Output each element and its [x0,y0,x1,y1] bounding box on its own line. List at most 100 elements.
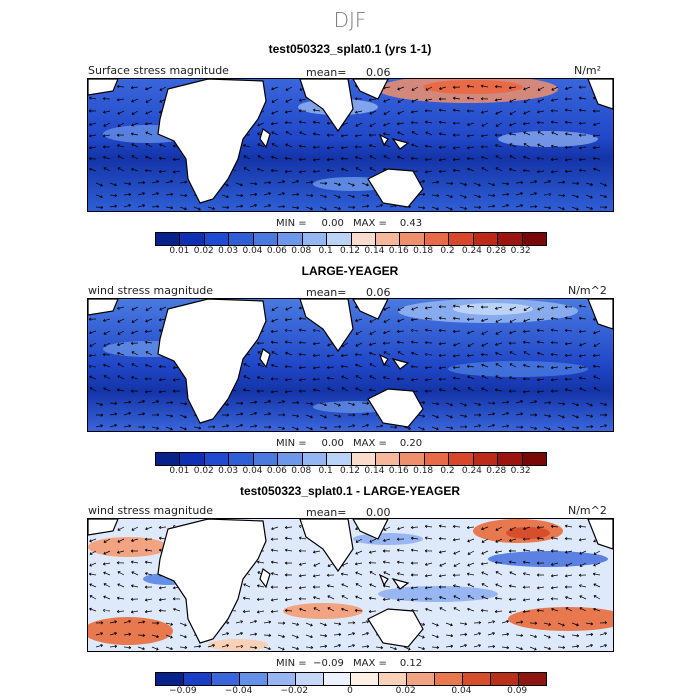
wind-vector-arrow [467,583,475,588]
wind-vector-arrow [397,110,405,115]
wind-vector-arrow [270,377,279,381]
wind-vector-arrow [256,560,265,564]
wind-vector-arrow [313,596,321,600]
colorbar-swatch [463,673,492,685]
wind-vector-arrow [116,561,125,565]
wind-vector-arrow [369,155,377,160]
wind-vector-arrow [235,644,244,648]
wind-vector-arrow [543,180,551,184]
wind-vector-arrow [579,387,587,392]
wind-vector-arrow [256,597,265,601]
wind-vector-arrow [326,168,335,172]
wind-vector-arrow [383,110,391,115]
wind-vector-arrow [550,316,559,321]
wind-vector-arrow [585,182,593,186]
wind-vector-arrow [550,144,559,148]
wind-vector-arrow [522,598,531,602]
wind-vector-arrow [271,363,279,368]
panel-1-mean-label: mean= [306,66,347,79]
colorbar-swatch [278,233,303,245]
colorbar-tick-label: 0.14 [364,246,385,256]
wind-vector-arrow [221,632,230,636]
wind-vector-arrow [355,387,363,392]
wind-vector-arrow [103,167,111,172]
colorbar-tick-label: 0.04 [242,246,263,256]
wind-vector-arrow [354,608,363,613]
wind-vector-arrow [522,585,531,589]
wind-vector-arrow [144,585,153,589]
wind-vector-arrow [165,646,173,651]
wind-vector-arrow [263,192,271,196]
wind-vector-arrow [382,341,391,345]
wind-vector-arrow [145,86,153,91]
wind-vector-arrow [481,387,489,392]
wind-vector-arrow [103,155,111,160]
wind-vector-arrow [89,330,97,335]
wind-vector-arrow [312,388,321,392]
wind-vector-arrow [109,182,117,187]
wind-vector-arrow [235,182,243,187]
wind-vector-arrow [89,342,97,347]
wind-vector-arrow [284,548,293,552]
wind-vector-arrow [438,97,446,101]
wind-vector-arrow [480,97,489,101]
wind-vector-arrow [347,644,355,648]
wind-vector-arrow [284,110,293,114]
wind-vector-arrow [369,375,377,380]
wind-vector-arrow [550,157,559,162]
wind-vector-arrow [312,132,321,136]
wind-vector-arrow [347,632,356,636]
colorbar-swatch [473,453,499,465]
wind-vector-arrow [277,413,286,417]
wind-vector-arrow [361,182,369,187]
wind-vector-arrow [368,561,377,565]
wind-vector-arrow [284,318,293,322]
colorbar-tick-label: 0.01 [169,246,190,256]
wind-vector-arrow [523,526,531,531]
wind-vector-arrow [557,194,566,198]
wind-vector-arrow [487,644,496,649]
wind-vector-arrow [564,537,573,541]
wind-vector-arrow [592,354,601,358]
colorbar-swatch [229,453,254,465]
colorbar-tick-label: 0.18 [413,246,434,256]
wind-vector-arrow [270,537,279,541]
wind-vector-arrow [355,363,363,368]
wind-vector-arrow [298,586,307,590]
wind-vector-arrow [494,596,503,600]
wind-vector-arrow [242,388,251,392]
wind-vector-arrow [145,143,153,148]
colorbar-swatch [253,453,279,465]
wind-vector-arrow [599,182,607,187]
wind-vector-arrow [291,646,299,651]
wind-vector-arrow [410,598,419,602]
wind-vector-arrow [284,525,293,530]
wind-vector-arrow [579,550,587,555]
wind-vector-arrow [509,330,517,335]
wind-vector-arrow [165,634,173,639]
wind-vector-arrow [235,204,244,208]
wind-vector-arrow [193,644,202,648]
wind-vector-arrow [529,621,538,625]
wind-vector-arrow [529,180,538,184]
wind-vector-arrow [564,585,572,589]
wind-vector-arrow [375,204,383,208]
wind-vector-arrow [369,122,377,127]
panel-2-max-value: 0.20 [399,438,423,449]
wind-vector-arrow [270,390,279,394]
colorbar-swatch [253,233,279,245]
wind-vector-arrow [431,426,439,431]
wind-vector-arrow [89,375,97,380]
wind-vector-arrow [424,170,433,174]
wind-vector-arrow [145,363,153,368]
wind-vector-arrow [102,562,111,566]
wind-vector-arrow [291,192,300,196]
wind-vector-arrow [235,423,243,428]
wind-vector-arrow [144,390,153,394]
wind-vector-arrow [312,377,321,381]
wind-vector-arrow [523,318,531,323]
wind-vector-arrow [487,193,496,198]
panel-2-units: N/m^2 [568,284,607,297]
wind-vector-arrow [550,586,559,590]
wind-vector-arrow [123,424,132,428]
